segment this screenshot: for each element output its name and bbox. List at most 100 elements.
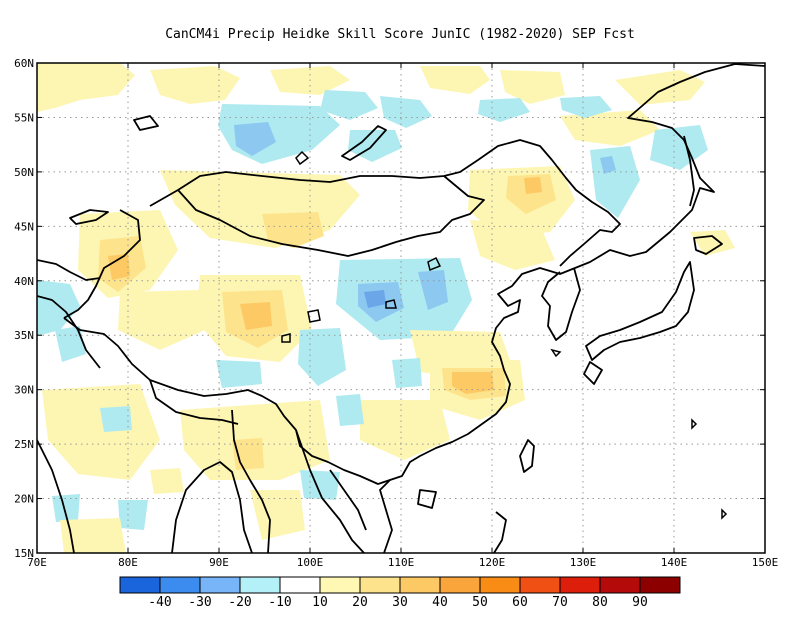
colorbar-swatch (159, 576, 201, 594)
coastline-bay-of-bengal (171, 461, 253, 553)
colorbar-label: 10 (312, 595, 328, 610)
colorbar-label: 80 (592, 595, 608, 610)
lake-balkhash (69, 209, 109, 225)
colorbar-label: -40 (148, 595, 171, 610)
border-india-nepal (149, 379, 239, 425)
positive-skill-region (60, 518, 126, 553)
negative-skill-region (478, 98, 530, 122)
coastline-india (37, 439, 75, 553)
colorbar-label: 90 (632, 595, 648, 610)
negative-skill-region (118, 500, 148, 530)
colorbar-label: 70 (552, 595, 568, 610)
map-plot-area (37, 63, 765, 553)
x-tick-label: 90E (209, 556, 229, 569)
border-kyrgyz (37, 259, 101, 281)
colorbar: -40 -30 -20 -10 10 20 30 40 50 60 70 80 90 (119, 576, 681, 610)
positive-skill-region (150, 468, 184, 494)
colorbar-label: 20 (352, 595, 368, 610)
coastline-mainland (379, 63, 765, 553)
colorbar-swatch (439, 576, 481, 594)
axis-ticks: 70E 80E 90E 100E 110E 120E 130E 140E 150E 15N 20N 2… (14, 57, 778, 569)
x-tick-label: 80E (118, 556, 138, 569)
colorbar-swatch (359, 576, 401, 594)
island-outline (691, 418, 698, 430)
positive-skill-region (150, 66, 240, 104)
positive-skill-region (500, 70, 565, 104)
island-outline (721, 508, 728, 520)
lake-caspian-east (133, 115, 159, 131)
colorbar-label: 60 (512, 595, 528, 610)
coastline-taiwan (519, 439, 535, 473)
y-tick-label: 25N (14, 438, 34, 451)
positive-skill-region (232, 438, 264, 470)
coastline-japan (585, 261, 695, 361)
colorbar-label: 50 (472, 595, 488, 610)
positive-skill-region (615, 70, 705, 105)
colorbar-swatch (199, 576, 241, 594)
x-tick-label: 140E (661, 556, 688, 569)
y-tick-label: 60N (14, 57, 34, 70)
positive-skill-region (118, 290, 205, 350)
y-tick-label: 55N (14, 111, 34, 124)
border-china-southwest (63, 317, 391, 485)
colorbar-swatch (479, 576, 521, 594)
colorbar-swatch (279, 576, 321, 594)
negative-skill-region (336, 394, 364, 426)
colorbar-label: -10 (268, 595, 291, 610)
negative-skill-region (52, 494, 80, 522)
island-outline (427, 256, 442, 272)
coastline-islands (281, 150, 728, 520)
positive-skill-region (108, 254, 130, 280)
negative-skill-region (37, 280, 80, 336)
colorbar-swatch (559, 576, 601, 594)
negative-skill-region (392, 358, 422, 388)
x-tick-label: 110E (388, 556, 415, 569)
negative-skill-region (380, 96, 432, 128)
colorbar-label: 30 (392, 595, 408, 610)
coastline-hokkaido (693, 235, 723, 255)
negative-skill-region (650, 125, 708, 170)
border-pakistan (37, 295, 101, 369)
x-tick-label: 150E (752, 556, 779, 569)
positive-skill-region (42, 384, 160, 480)
y-tick-label: 50N (14, 166, 34, 179)
border-russia-mongolia-china (149, 139, 621, 267)
positive-skill-region (524, 177, 542, 194)
positive-skill-region (360, 400, 450, 460)
border-myanmar (231, 409, 271, 553)
skill-shading (37, 63, 735, 553)
coastline-philippines (493, 511, 507, 553)
y-tick-label: 30N (14, 384, 34, 397)
coastline-korea (541, 267, 581, 341)
chart-title: CanCM4i Precip Heidke Skill Score JunIC … (165, 27, 635, 42)
x-tick-label: 130E (570, 556, 597, 569)
positive-skill-region (420, 66, 490, 94)
coastline-kyushu (583, 361, 603, 385)
positive-skill-region (240, 302, 272, 330)
y-tick-label: 15N (14, 547, 34, 560)
coastlines (37, 63, 765, 553)
lake-baikal (341, 125, 387, 161)
y-tick-label: 35N (14, 329, 34, 342)
x-tick-label: 100E (297, 556, 324, 569)
border-kazakhstan-china (63, 209, 141, 319)
colorbar-swatch (519, 576, 561, 594)
negative-skill-region (560, 96, 612, 118)
positive-skill-region (262, 212, 324, 248)
negative-skill-region (364, 290, 386, 308)
positive-skill-region (506, 174, 556, 214)
border-indochina (295, 429, 365, 553)
island-outline (307, 309, 321, 323)
negative-skill-region (216, 360, 262, 388)
x-tick-label: 70E (27, 556, 47, 569)
coastline-hainan (417, 489, 437, 509)
negative-skill-region (320, 90, 378, 120)
x-tick-label: 120E (479, 556, 506, 569)
colorbar-label: 40 (432, 595, 448, 610)
y-tick-label: 45N (14, 220, 34, 233)
colorbar-label: -20 (228, 595, 251, 610)
negative-skill-region (600, 156, 616, 174)
positive-skill-region (470, 220, 555, 270)
island-outline (295, 150, 310, 166)
